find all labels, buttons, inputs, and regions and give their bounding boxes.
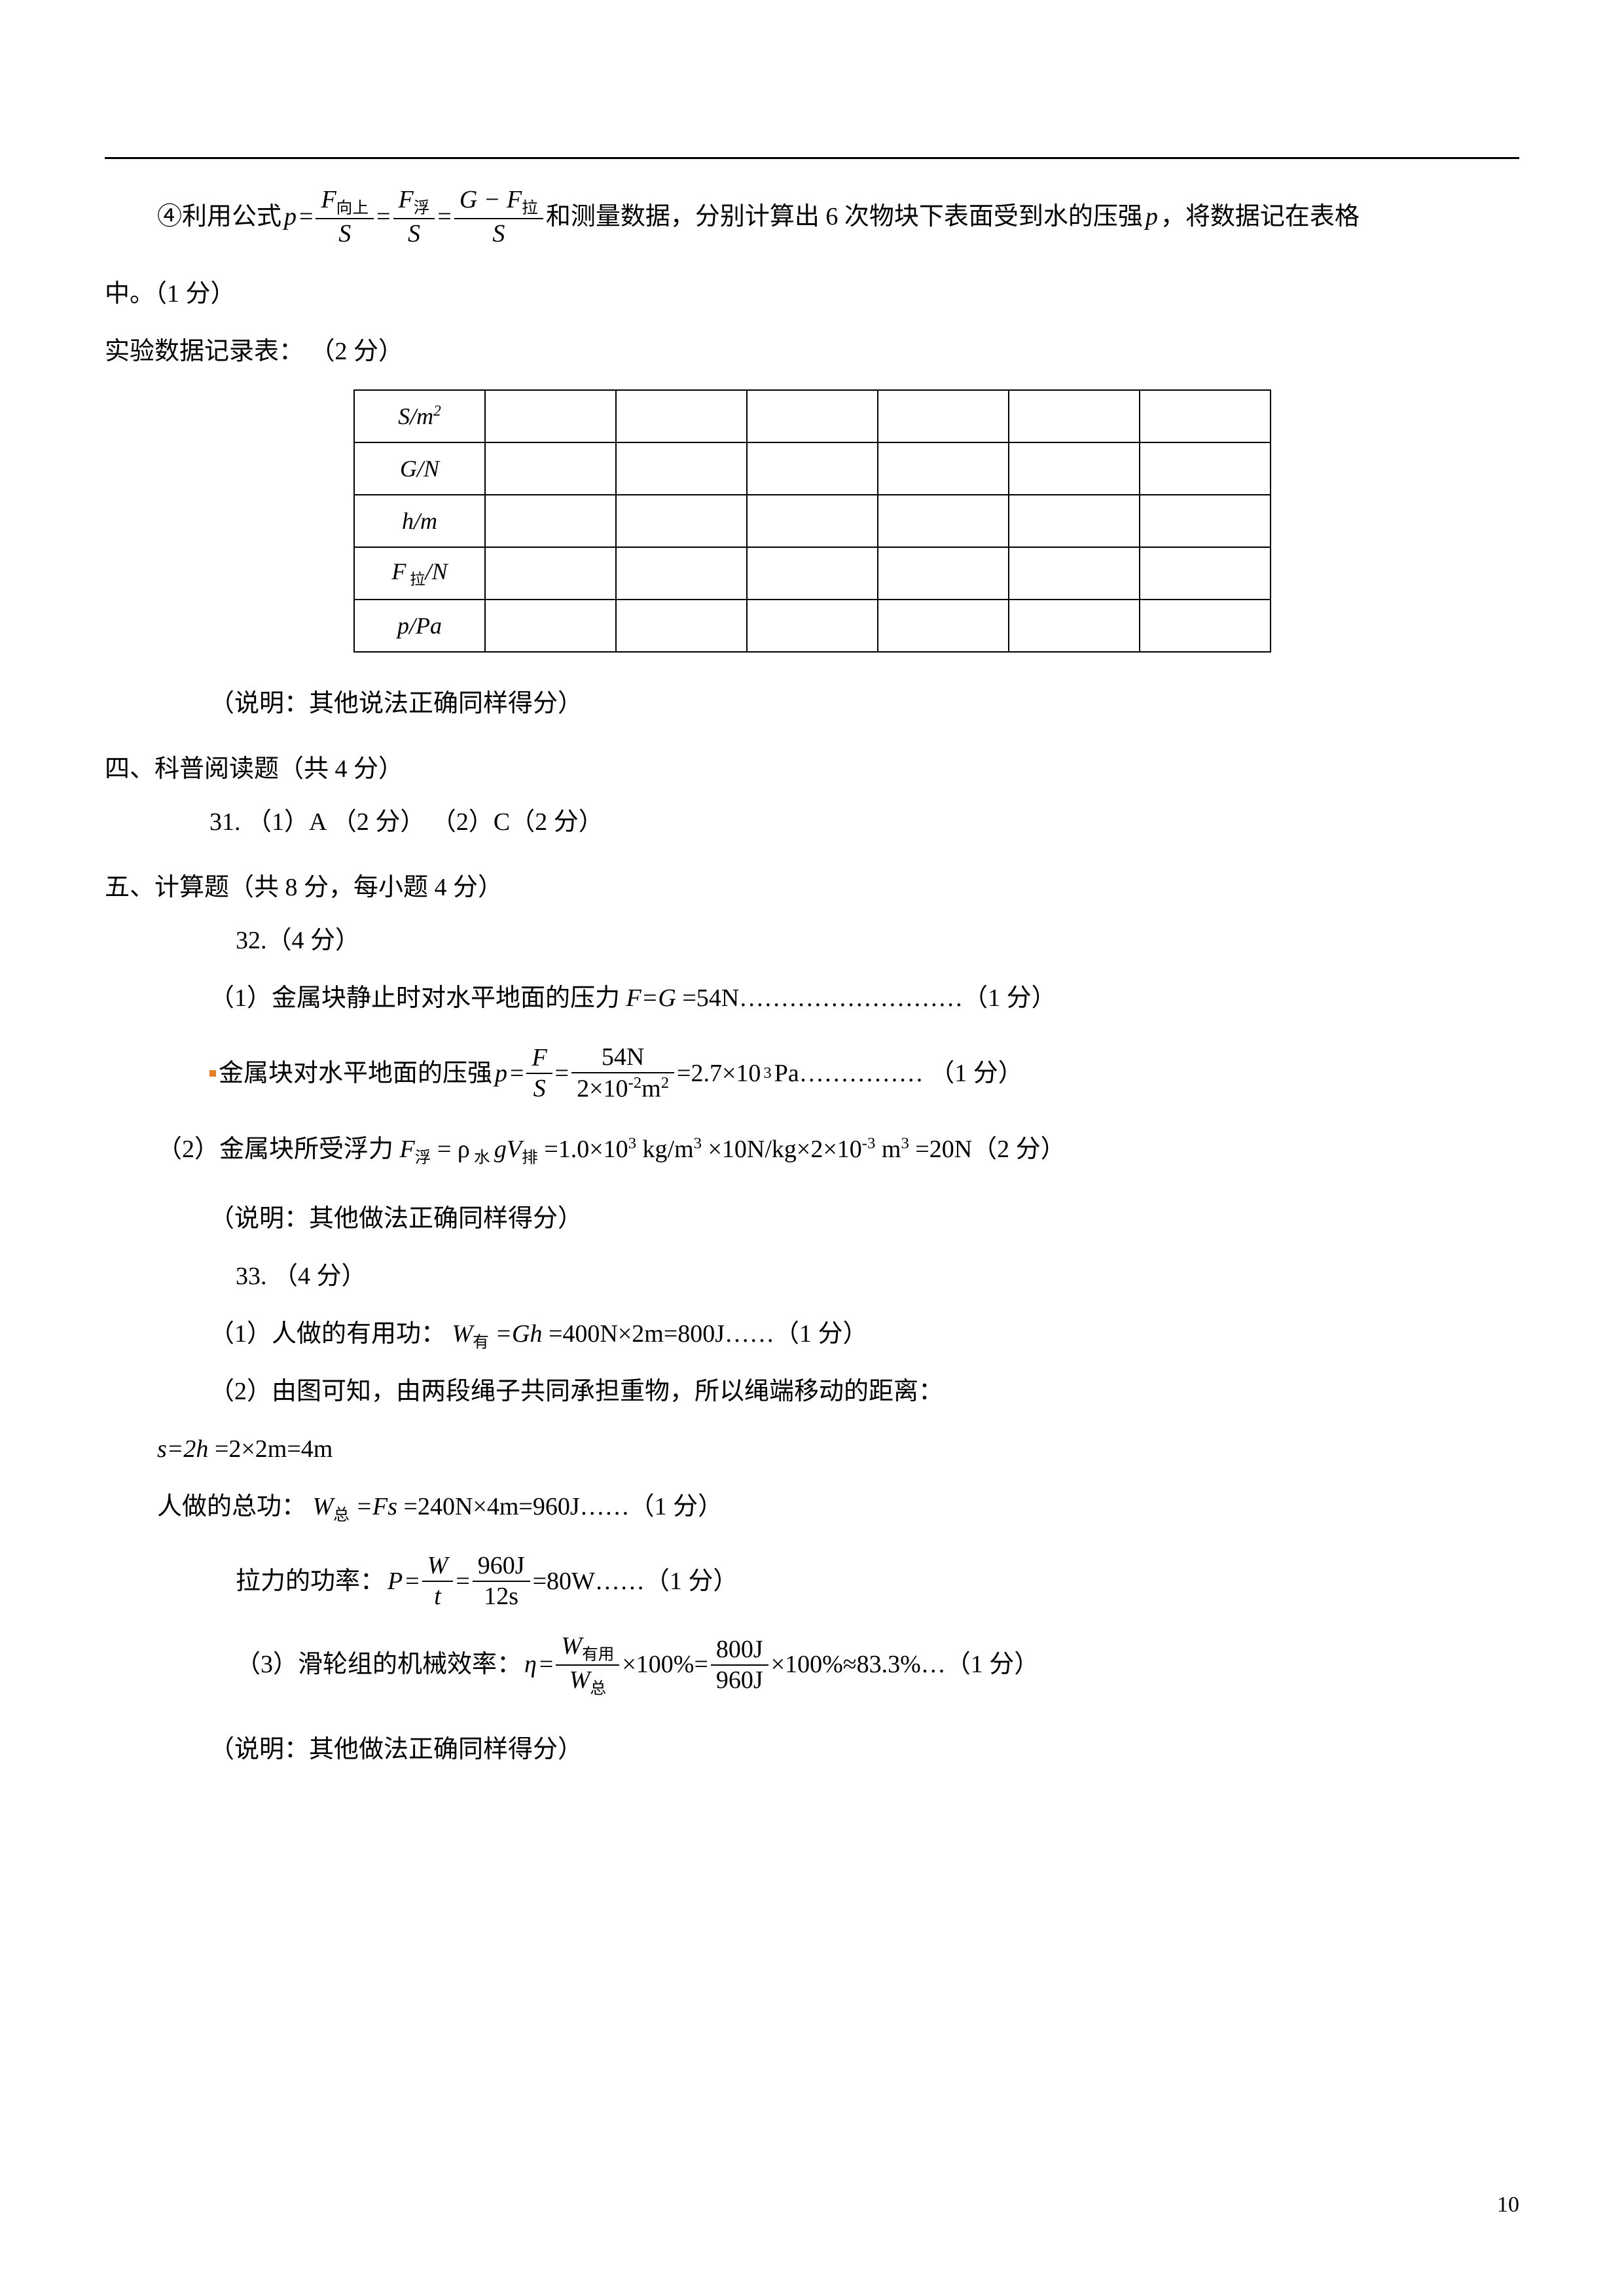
table-cell	[747, 547, 878, 600]
page-number: 10	[1497, 2193, 1519, 2217]
table-title: 实验数据记录表： （2 分）	[105, 327, 1519, 376]
frac-val: 54N 2×10-2m2	[571, 1043, 674, 1105]
table-cell	[1009, 442, 1140, 495]
step4-suffix: 和测量数据，分别计算出 6 次物块下表面受到水的压强	[546, 201, 1143, 233]
q33-1: （1）人做的有用功： W有 =Gh =400N×2m=800J……（1 分）	[105, 1309, 1519, 1359]
p-var: p	[284, 201, 297, 233]
q32-2: （2）金属块所受浮力 F浮 = ρ 水 gV排 =1.0×103 kg/m3 ×…	[105, 1124, 1519, 1174]
frac-f-s: F S	[526, 1043, 552, 1104]
table-cell	[1140, 495, 1271, 547]
eq2: =	[376, 201, 390, 233]
step4-prefix: ④利用公式	[157, 201, 281, 233]
bullet-icon	[209, 1070, 216, 1077]
table-cell	[747, 442, 878, 495]
table-cell	[1009, 547, 1140, 600]
table-cell	[616, 495, 747, 547]
eq: =	[299, 201, 313, 233]
table-row: S/m2	[354, 390, 1271, 442]
table-row: h/m	[354, 495, 1271, 547]
s-expr: s=2h =2×2m=4m	[105, 1424, 1519, 1474]
p-var2: p	[1146, 201, 1158, 233]
table-cell	[616, 442, 747, 495]
table-cell	[747, 600, 878, 652]
note2: （说明：其他做法正确同样得分）	[105, 1194, 1519, 1244]
table-cell	[616, 600, 747, 652]
table-cell	[616, 547, 747, 600]
eq3: =	[437, 201, 451, 233]
frac-fbuoy: F浮 S	[393, 185, 435, 249]
table-cell	[747, 390, 878, 442]
note3: （说明：其他做法正确同样得分）	[105, 1725, 1519, 1774]
step4-line: ④利用公式 p = F向上 S = F浮 S = G − F拉 S 和测量数据，…	[105, 185, 1519, 249]
q31: 31. （1）A （2 分） （2）C（2 分）	[105, 797, 1519, 847]
table-cell	[878, 600, 1009, 652]
table-row: G/N	[354, 442, 1271, 495]
table-cell	[1009, 600, 1140, 652]
q33-2: （2）由图可知，由两段绳子共同承担重物，所以绳端移动的距离：	[105, 1367, 1519, 1416]
frac-eff-val: 800J 960J	[711, 1635, 768, 1696]
row-header: h/m	[354, 495, 485, 547]
power-line: 拉力的功率： P = W t = 960J 12s =80W……（1 分）	[105, 1551, 1519, 1612]
row-header: p/Pa	[354, 600, 485, 652]
table-cell	[878, 390, 1009, 442]
q32-1: （1）金属块静止时对水平地面的压力 F=G =54N………………………（1 分）	[105, 973, 1519, 1023]
table-cell	[878, 442, 1009, 495]
table-cell	[878, 547, 1009, 600]
frac-eff: W有用 W总	[556, 1632, 619, 1698]
data-table: S/m2 G/N h/m F 拉/N p/Pa	[353, 389, 1271, 653]
table-cell	[1140, 390, 1271, 442]
table-cell	[485, 442, 616, 495]
row-header: G/N	[354, 442, 485, 495]
table-row: F 拉/N	[354, 547, 1271, 600]
table-cell	[1009, 495, 1140, 547]
table-cell	[1140, 442, 1271, 495]
table-cell	[485, 600, 616, 652]
q33-title: 33. （4 分）	[105, 1251, 1519, 1301]
section5-title: 五、计算题（共 8 分，每小题 4 分）	[105, 867, 1519, 903]
table-cell	[485, 390, 616, 442]
frac-w-t: W t	[422, 1551, 454, 1612]
step4-suffix2: ，将数据记在表格	[1161, 201, 1360, 233]
table-cell	[616, 390, 747, 442]
table-cell	[1009, 390, 1140, 442]
row-header: F 拉/N	[354, 547, 485, 600]
frac-gminus: G − F拉 S	[454, 185, 543, 249]
note1: （说明：其他说法正确同样得分）	[105, 679, 1519, 728]
table-row: p/Pa	[354, 600, 1271, 652]
table-cell	[1140, 547, 1271, 600]
table-cell	[747, 495, 878, 547]
frac-fup: F向上 S	[316, 185, 374, 249]
efficiency-line: （3）滑轮组的机械效率： η = W有用 W总 ×100%= 800J 960J…	[105, 1632, 1519, 1698]
table-cell	[1140, 600, 1271, 652]
w-total: 人做的总功： W总 =Fs =240N×4m=960J……（1 分）	[105, 1482, 1519, 1532]
frac-power-val: 960J 12s	[473, 1551, 530, 1612]
q32-pressure: 金属块对水平地面的压强 p = F S = 54N 2×10-2m2 =2.7×…	[105, 1043, 1519, 1105]
table-cell	[485, 547, 616, 600]
table-cell	[878, 495, 1009, 547]
table-cell	[485, 495, 616, 547]
q32-title: 32.（4 分）	[105, 916, 1519, 965]
row-header: S/m2	[354, 390, 485, 442]
top-rule	[105, 157, 1519, 159]
section4-title: 四、科普阅读题（共 4 分）	[105, 748, 1519, 784]
step4-line2: 中。（1 分）	[105, 269, 1519, 319]
